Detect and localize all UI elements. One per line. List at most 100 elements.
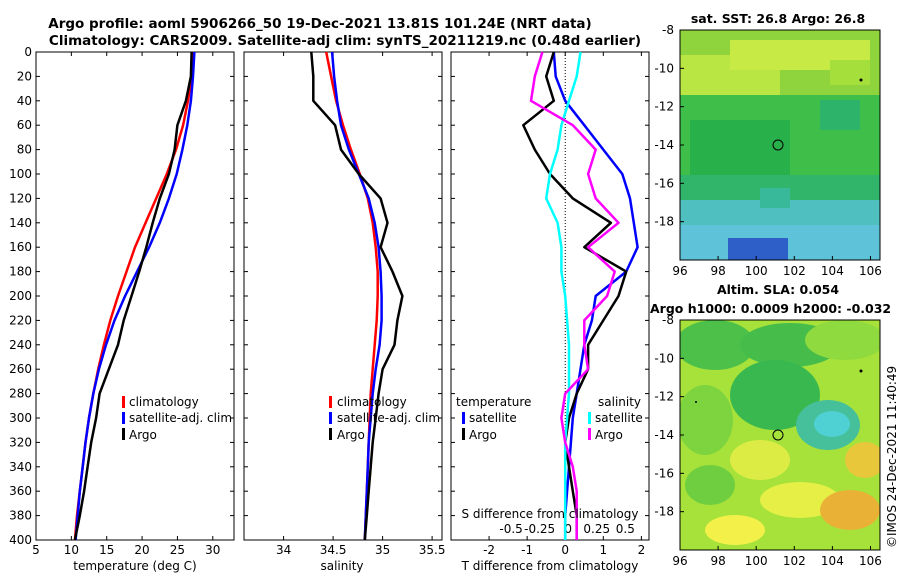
y-tick-label: 280	[9, 387, 32, 401]
series-line-satellite-adj-clim	[74, 51, 196, 541]
map-x-tick-label: 98	[710, 554, 725, 568]
map-y-tick-label: -10	[654, 61, 674, 75]
sla-argo-location-marker	[772, 429, 784, 441]
difference-top-xlabel: S difference from climatology	[462, 507, 639, 521]
x-tick-label: 20	[134, 543, 149, 557]
map-x-tick-label: 96	[672, 264, 687, 278]
legend-label-climatology: climatology	[129, 395, 199, 409]
map-y-tick-label: -16	[654, 176, 674, 190]
map-y-tick-label: -14	[654, 138, 674, 152]
temperature-legend: climatology satellite-adj. clim Argo	[122, 395, 232, 442]
map-y-tick-label: -8	[662, 23, 674, 37]
series-line-argo	[73, 51, 193, 541]
sla-map-title-line2: Argo h1000: 0.0009 h2000: -0.032	[650, 301, 891, 316]
y-tick-label: 100	[9, 167, 32, 181]
legend-label-argo: Argo	[337, 428, 365, 442]
y-tick-label: 200	[9, 289, 32, 303]
legend-label-climatology: climatology	[337, 395, 407, 409]
map-x-tick-label: 106	[859, 264, 882, 278]
series-line-salinity-satellite	[544, 51, 582, 540]
map-y-tick-label: -18	[654, 215, 674, 229]
legend-label-sal-argo: Argo	[595, 428, 623, 442]
sst-heatmap	[680, 30, 880, 260]
legend-swatch-argo	[329, 428, 332, 440]
legend-title-salinity: salinity	[598, 395, 641, 409]
top-tick-label: 0.25	[583, 522, 610, 536]
x-tick-label: 1	[599, 543, 607, 557]
y-tick-label: 380	[9, 509, 32, 523]
sla-island-mark	[859, 369, 863, 373]
legend-swatch-satellite	[122, 412, 125, 424]
map-x-tick-label: 102	[783, 264, 806, 278]
sla-island-mark-west	[695, 401, 697, 403]
x-tick-label: 35.5	[419, 543, 446, 557]
y-tick-label: 160	[9, 240, 32, 254]
x-tick-label: 35	[375, 543, 390, 557]
x-tick-label: 2	[638, 543, 646, 557]
sla-map-title-line1: Altim. SLA: 0.054	[717, 282, 839, 297]
y-tick-label: 400	[9, 533, 32, 547]
map-y-tick-label: -18	[654, 505, 674, 519]
legend-swatch-sal-argo	[588, 428, 591, 440]
legend-swatch-climatology	[329, 396, 332, 408]
y-tick-label: 220	[9, 313, 32, 327]
legend-label-argo: Argo	[129, 428, 157, 442]
map-x-tick-label: 96	[672, 554, 687, 568]
temperature-xlabel: temperature (deg C)	[73, 559, 196, 573]
y-tick-label: 240	[9, 338, 32, 352]
series-line-satellite-adj-clim	[330, 51, 383, 541]
x-tick-label: 30	[205, 543, 220, 557]
x-tick-label: -2	[483, 543, 495, 557]
y-tick-label: 300	[9, 411, 32, 425]
legend-swatch-climatology	[122, 396, 125, 408]
imos-timestamp: ©IMOS 24-Dec-2021 11:40:49	[885, 366, 899, 548]
y-tick-label: 20	[17, 69, 32, 83]
top-tick-label: -0.25	[524, 522, 555, 536]
y-tick-label: 140	[9, 216, 32, 230]
top-tick-label: -0.5	[499, 522, 522, 536]
legend-label-temp-argo: Argo	[469, 428, 497, 442]
sst-map-title: sat. SST: 26.8 Argo: 26.8	[691, 11, 865, 26]
top-tick-label: 0.5	[616, 522, 635, 536]
map-x-tick-label: 102	[783, 554, 806, 568]
y-tick-label: 180	[9, 265, 32, 279]
difference-xlabel: T difference from climatology	[461, 559, 639, 573]
legend-swatch-sal-satellite	[588, 412, 591, 424]
x-tick-label: 10	[64, 543, 79, 557]
series-line-climatology	[73, 51, 195, 541]
difference-plot: -2 -1 0 1 2 -0.5 -0.25 0 0.25 0.5	[451, 51, 649, 557]
map-x-tick-label: 106	[859, 554, 882, 568]
map-y-tick-label: -14	[654, 428, 674, 442]
top-tick-label: 0	[564, 522, 572, 536]
map-y-tick-label: -12	[654, 100, 674, 114]
y-tick-label: 320	[9, 435, 32, 449]
x-tick-label: 34	[276, 543, 291, 557]
x-tick-label: -1	[521, 543, 533, 557]
difference-legend: temperature salinity satellite Argo sate…	[456, 395, 643, 442]
title-line2: Climatology: CARS2009. Satellite-adj cli…	[49, 33, 641, 49]
map-y-tick-label: -8	[662, 313, 674, 327]
map-y-tick-label: -16	[654, 466, 674, 480]
map-y-tick-label: -12	[654, 390, 674, 404]
map-x-tick-label: 104	[821, 554, 844, 568]
y-tick-label: 0	[24, 45, 32, 59]
x-tick-label: 0	[561, 543, 569, 557]
x-tick-label: 34.5	[320, 543, 347, 557]
x-tick-label: 25	[170, 543, 185, 557]
title-line1: Argo profile: aoml 5906266_50 19-Dec-202…	[48, 16, 591, 32]
sla-map-axes: 96 98 100 102 104 106 -8 -10 -12 -14 -16 -18	[654, 313, 882, 568]
series-line-temperature-argo	[522, 51, 628, 540]
y-tick-label: 80	[17, 143, 32, 157]
legend-title-temperature: temperature	[456, 395, 531, 409]
x-tick-label: 5	[32, 543, 40, 557]
salinity-xlabel: salinity	[320, 559, 363, 573]
y-tick-label: 340	[9, 460, 32, 474]
y-tick-label: 120	[9, 191, 32, 205]
legend-swatch-argo	[122, 428, 125, 440]
series-line-argo	[310, 51, 404, 541]
y-tick-label: 60	[17, 118, 32, 132]
legend-label-sal-satellite: satellite	[595, 411, 643, 425]
sst-island-mark	[859, 78, 863, 82]
sst-argo-location-marker	[772, 139, 784, 151]
